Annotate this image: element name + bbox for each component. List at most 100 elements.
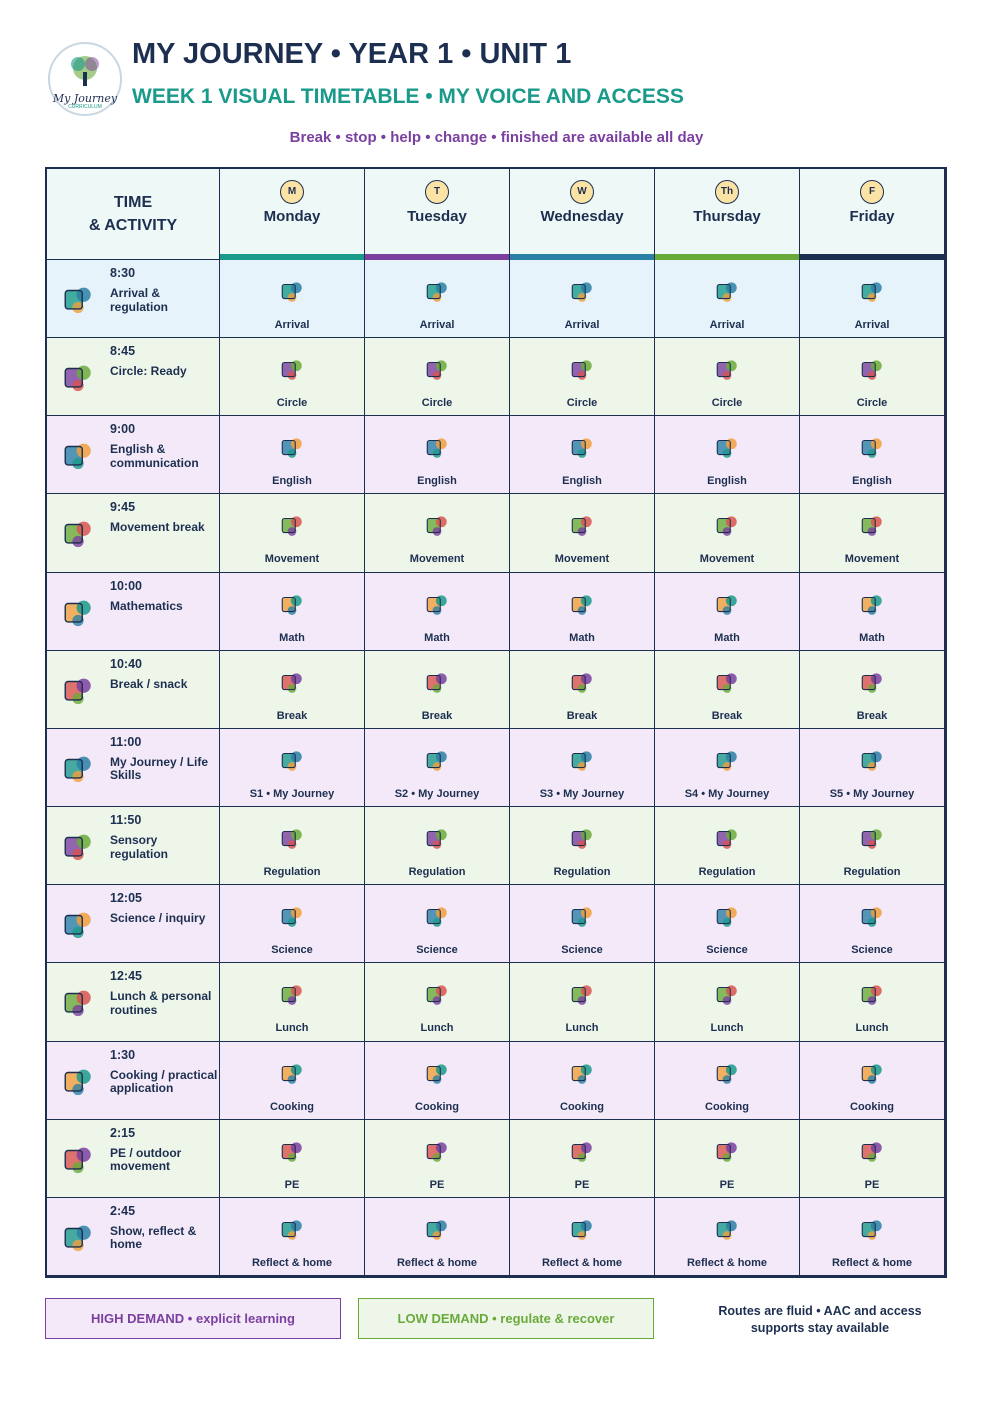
day-cell: S2 • My Journey [365,728,510,808]
day-header: Th Thursday [655,169,800,260]
row-activity: Show, reflect & home [110,1223,197,1252]
icon [716,1063,737,1084]
row-activity: Sensory regulation [110,833,169,861]
day-cell: Movement [510,494,655,573]
icon [426,751,447,771]
cell-icon [655,903,799,934]
cell-label: Circle [566,397,598,410]
day-bar [220,254,364,260]
cell-icon [365,1216,509,1247]
cell-icon [365,669,509,700]
cell-icon [800,903,944,934]
row-icon [61,282,95,321]
row-label-cell: 2:15 PE / outdoor movement [47,1119,220,1198]
row-icon [61,829,95,868]
icon [64,522,91,548]
icon [281,282,302,302]
cell-icon [510,591,654,622]
cell-icon [655,512,799,543]
icon [571,985,592,1006]
day-cell: Reflect & home [800,1197,945,1276]
row-label-cell: 10:40 Break / snack [47,650,220,729]
icon [426,360,447,380]
cell-label: Circle [276,397,308,410]
icon [281,751,302,771]
cell-icon [220,747,364,778]
icon [571,282,592,302]
icon [571,516,592,537]
row-activity: Cooking / practical application [110,1067,218,1096]
cell-icon [220,434,364,465]
cell-icon [655,747,799,778]
cell-icon [655,591,799,622]
cell-icon [220,356,364,387]
row-activity: Break / snack [110,676,188,691]
icon [281,360,302,380]
row-label-cell: 9:00 English & communication [47,416,220,495]
day-cell: Lunch [655,963,800,1042]
cell-icon [800,747,944,778]
day-cell: Reflect & home [655,1197,800,1276]
cell-icon [800,434,944,465]
day-cell: S5 • My Journey [800,728,945,808]
day-cell: PE [365,1119,510,1198]
cell-label: Movement [264,553,320,566]
icon [64,443,91,470]
cell-icon [800,278,944,309]
day-cell: Regulation [365,807,510,886]
icon [571,1220,592,1240]
icon [426,594,447,615]
logo-tree [71,56,99,86]
row-label-cell: 10:00 Mathematics [47,572,220,651]
icon [426,282,447,302]
icon [64,1225,91,1252]
icon [716,751,737,771]
row-icon [61,1142,95,1181]
icon [571,751,592,771]
day-header: F Friday [800,169,945,260]
cell-icon [510,356,654,387]
row-time: 8:45 [110,344,136,359]
cell-label: Lunch [420,1022,454,1035]
icon [281,594,302,615]
day-header: T Tuesday [365,169,510,260]
cell-label: Science [416,944,458,957]
icon [716,829,737,849]
legend-note: Routes are fluid • AAC and access suppor… [718,1304,922,1335]
day-name: Wednesday [540,208,624,225]
cell-icon [220,278,364,309]
cell-label: English [272,475,312,488]
cell-label: Regulation [843,866,901,879]
cell-label: Cooking [705,1100,749,1113]
row-icon [61,595,95,634]
cell-icon [655,356,799,387]
day-cell: Cooking [365,1041,510,1120]
row-icon [61,1220,95,1259]
cell-label: Break [566,709,598,722]
day-cell: English [800,416,945,495]
day-cell: Break [655,650,800,729]
day-cell: Break [220,650,365,729]
subtitle: WEEK 1 VISUAL TIMETABLE • MY VOICE AND A… [132,85,684,108]
cell-label: Lunch [275,1022,309,1035]
day-cell: English [220,416,365,495]
icon [64,600,91,626]
cell-icon [510,1060,654,1091]
day-cell: Science [655,885,800,964]
icon [571,360,592,380]
cell-label: Break [276,709,308,722]
cell-icon [800,1138,944,1169]
day-cell: Reflect & home [220,1197,365,1276]
row-icon [61,673,95,712]
row-time: 2:15 [110,1125,136,1140]
day-cell: S3 • My Journey [510,728,655,808]
icon [281,1142,302,1162]
day-cell: Break [510,650,655,729]
row-activity: Arrival & regulation [110,286,169,314]
icon [281,985,302,1006]
row-icon [61,1064,95,1103]
cell-label: Math [859,631,885,644]
day-cell: Movement [655,494,800,573]
cell-icon [510,825,654,856]
